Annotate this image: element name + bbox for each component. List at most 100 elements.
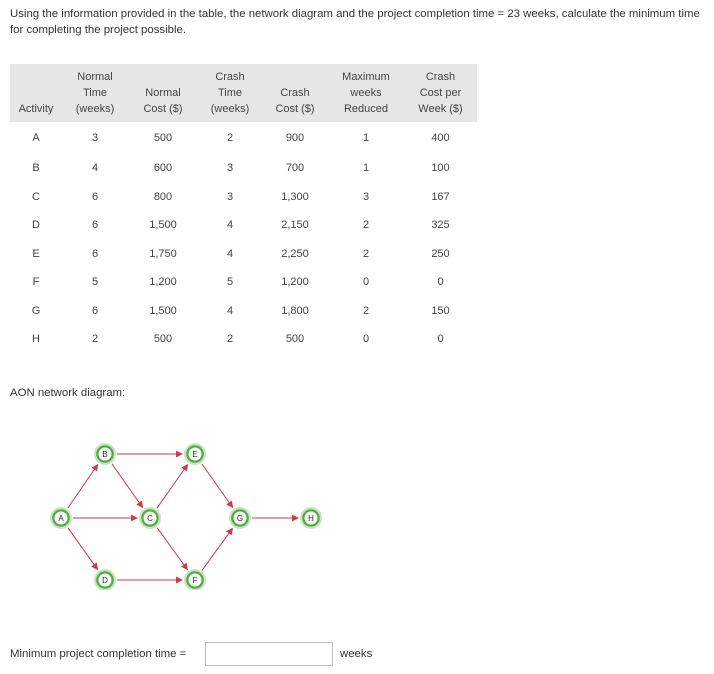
table-cell: 1,500 [149,304,177,317]
node-H: H [300,507,322,529]
table-row: H 2 500 2 500 0 0 [10,325,477,354]
table-cell: 325 [431,219,450,232]
table-row: E 6 1,750 4 2,250 2 250 [10,240,477,269]
edge-C-F [156,527,188,571]
table-cell: 6 [91,190,99,203]
activity-cell: D [32,219,40,232]
table-cell: 167 [431,190,450,203]
table-cell: 4 [226,304,234,317]
table-cell: 0 [362,276,370,289]
table-cell: 900 [285,132,305,144]
column-header: Normal Cost ($) [128,64,198,122]
column-header-line: weeks [350,87,382,99]
table-cell: 2 [226,132,234,144]
activity-table: Activity Normal Time (weeks) Normal Cost ($) C… [10,64,477,354]
table-cell: 400 [431,132,450,144]
table-cell: 500 [153,132,173,144]
activity-cell: F [32,276,40,289]
node-label: A [58,514,64,523]
node-label: H [308,514,314,523]
table-cell: 5 [91,276,99,289]
table-cell: 2 [362,247,370,260]
table-cell: 2 [226,333,234,346]
table-cell: 2 [91,333,99,346]
activity-cell: G [31,304,41,317]
table-cell: 0 [362,333,370,346]
column-header-line: Cost ($) [143,103,183,115]
answer-unit: weeks [340,648,373,660]
table-row: G 6 1,500 4 1,800 2 150 [10,297,477,326]
column-header-line: (weeks) [75,103,115,115]
table-cell: 6 [91,247,99,260]
table-cell: 4 [226,219,234,232]
table-cell: 6 [91,219,99,232]
table-cell: 3 [362,190,370,203]
aon-network-diagram: A B C D E F G H [50,443,322,590]
table-cell: 0 [437,276,444,289]
table-cell: 2,250 [281,247,309,260]
column-header-line: (weeks) [210,103,250,115]
column-header: Crash Cost ($) [262,64,328,122]
node-D: D [94,569,116,590]
table-row: A 3 500 2 900 1 400 [10,122,477,154]
table-row: F 5 1,200 5 1,200 0 0 [10,268,477,297]
answer-row: Minimum project completion time = [10,642,410,668]
table-cell: 1,200 [281,276,309,289]
column-header-line: Crash [425,71,456,83]
table-cell: 4 [91,162,99,175]
node-label: D [102,576,108,585]
column-header-line: Activity [18,103,54,115]
activity-cell: C [32,190,40,203]
activity-cell: H [32,333,40,346]
column-header-line: Crash [280,87,310,99]
node-G: G [229,507,251,529]
diagram-label: AON network diagram: [10,387,126,399]
table-cell: 3 [226,162,234,175]
edge-A-B [67,463,99,509]
column-header-line: Crash [215,71,245,83]
table-row: B 4 600 3 700 1 100 [10,154,477,183]
table-cell: 600 [153,162,173,175]
table-cell: 3 [91,132,99,144]
column-header-line: Reduced [343,103,389,115]
table-row: C 6 800 3 1,300 3 167 [10,183,477,212]
table-cell: 1 [362,162,370,175]
column-header: Normal Time (weeks) [62,64,128,122]
column-header: Activity [10,64,62,122]
table-cell: 1,300 [281,190,309,203]
table-cell: 6 [91,304,99,317]
node-A: A [50,507,72,529]
edge-A-D [67,527,99,571]
edge-E-G [201,463,234,509]
table-cell: 1,800 [281,304,309,317]
column-header: Crash Time (weeks) [198,64,262,122]
table-cell: 3 [226,190,234,203]
edge-F-G [201,527,233,571]
edge-C-E [156,463,189,509]
table-header-row: Activity Normal Time (weeks) Normal Cost ($) C… [10,64,477,122]
activity-cell: A [32,132,40,144]
table-cell: 150 [431,304,450,317]
column-header: Crash Cost per Week ($) [404,64,477,122]
activity-cell: B [32,162,40,175]
table-cell: 1,500 [149,219,177,232]
column-header-line: Time [82,87,108,99]
node-C: C [139,507,161,529]
column-header-line: Normal [77,71,113,83]
table-cell: 5 [226,276,234,289]
table-cell: 800 [153,190,173,203]
node-label: E [192,450,197,459]
activity-cell: E [32,247,40,260]
minimum-time-input[interactable] [205,642,333,666]
column-header-line: Normal [145,87,181,99]
answer-label: Minimum project completion time = [10,648,187,660]
table-cell: 0 [437,333,444,346]
table-cell: 100 [431,162,450,175]
table-cell: 500 [153,333,173,346]
table-cell: 2 [362,304,370,317]
node-E: E [184,443,206,465]
node-F: F [184,569,206,590]
column-header-line: Cost ($) [275,103,315,115]
table-cell: 500 [285,333,305,346]
question-text: Using the information provided in the ta… [10,8,700,36]
